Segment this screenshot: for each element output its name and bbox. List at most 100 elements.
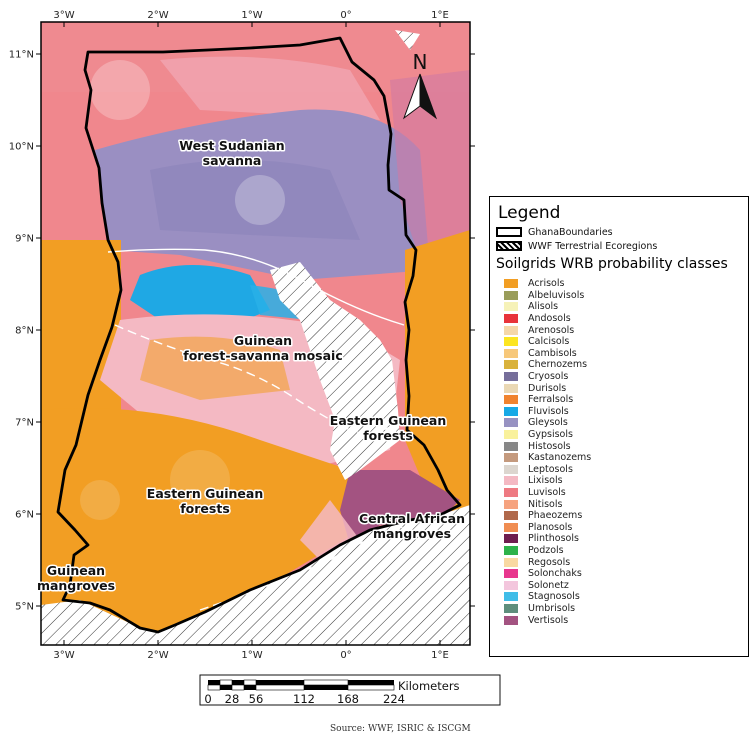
lon-label-bottom: 0° xyxy=(340,650,351,661)
legend-class-label: Plinthosols xyxy=(528,533,579,545)
ghana-boundary xyxy=(56,36,462,634)
lon-label-bottom: 1°W xyxy=(241,650,262,661)
legend-class-alisols: Alisols xyxy=(504,301,748,313)
ecoregion-label: Eastern Guinean xyxy=(330,413,446,428)
legend-class-cryosols: Cryosols xyxy=(504,371,748,383)
legend-class-stagnosols: Stagnosols xyxy=(504,591,748,603)
map-frame xyxy=(40,21,471,646)
legend-class-arenosols: Arenosols xyxy=(504,324,748,336)
legend-swatch xyxy=(504,279,518,289)
legend-class-label: Stagnosols xyxy=(528,591,580,603)
ecoregion-label: Eastern Guinean xyxy=(147,486,263,501)
legend-class-leptosols: Leptosols xyxy=(504,464,748,476)
legend-swatch xyxy=(504,302,518,312)
legend-swatch xyxy=(504,476,518,486)
scale-bar: Kilometers 0 28 56 112 168 224 xyxy=(199,674,501,706)
legend-class-gleysols: Gleysols xyxy=(504,417,748,429)
lat-label: 8°N xyxy=(15,326,34,337)
longitude-ticks: 3°W 3°W 2°W 2°W 1°W 1°W 0° 0° 1°E 1°E xyxy=(53,10,448,661)
legend-title: Legend xyxy=(498,203,561,223)
legend-swatch xyxy=(504,534,518,544)
ecoregion-labels: West SudaniansavannaGuineanforest-savann… xyxy=(35,137,466,595)
ecoregions-label: WWF Terrestrial Ecoregions xyxy=(528,240,658,252)
ecoregion-boundary-north xyxy=(107,248,405,326)
legend-class-acrisols: Acrisols xyxy=(504,278,748,290)
legend-class-regosols: Regosols xyxy=(504,556,748,568)
scale-tick-label: 28 xyxy=(225,692,240,706)
legend-class-label: Phaeozems xyxy=(528,510,583,522)
legend-swatch xyxy=(504,383,518,393)
legend-swatch xyxy=(504,487,518,497)
legend-class-durisols: Durisols xyxy=(504,382,748,394)
legend-swatch xyxy=(504,406,518,416)
legend-class-label: Albeluvisols xyxy=(528,289,585,301)
legend-swatch xyxy=(504,592,518,602)
legend-class-nitisols: Nitisols xyxy=(504,498,748,510)
lon-label-top: 1°W xyxy=(241,10,262,21)
scale-tick-label: 0 xyxy=(204,692,211,706)
legend-class-umbrisols: Umbrisols xyxy=(504,603,748,615)
legend-swatch xyxy=(504,430,518,440)
legend-class-label: Planosols xyxy=(528,521,573,533)
legend-class-histosols: Histosols xyxy=(504,440,748,452)
scale-tick-label: 56 xyxy=(249,692,264,706)
legend-class-label: Cambisols xyxy=(528,347,577,359)
legend-class-label: Gleysols xyxy=(528,417,568,429)
legend-class-label: Chernozems xyxy=(528,359,588,371)
legend-class-phaeozems: Phaeozems xyxy=(504,510,748,522)
legend-class-ferralsols: Ferralsols xyxy=(504,394,748,406)
boundaries-label: GhanaBoundaries xyxy=(528,226,613,238)
legend-class-fluvisols: Fluvisols xyxy=(504,406,748,418)
north-arrow: N xyxy=(402,50,438,120)
legend-class-label: Alisols xyxy=(528,301,559,313)
latitude-ticks: 11°N 10°N 9°N 8°N 7°N 6°N 5°N xyxy=(9,50,475,613)
ecoregion-label: West Sudanian xyxy=(179,138,284,153)
legend-swatch xyxy=(504,603,518,613)
lon-label-bottom: 2°W xyxy=(147,650,168,661)
lat-label: 10°N xyxy=(9,142,34,153)
legend-class-label: Cryosols xyxy=(528,371,569,383)
ecoregion-label: mangroves xyxy=(373,526,451,541)
legend-class-solonetz: Solonetz xyxy=(504,579,748,591)
legend-swatch xyxy=(504,615,518,625)
legend-class-cambisols: Cambisols xyxy=(504,348,748,360)
legend-class-label: Luvisols xyxy=(528,486,566,498)
legend-class-label: Nitisols xyxy=(528,498,563,510)
legend-swatch xyxy=(504,522,518,532)
legend-swatch xyxy=(504,569,518,579)
north-arrow-label: N xyxy=(413,50,428,74)
legend-class-lixisols: Lixisols xyxy=(504,475,748,487)
legend-class-solonchaks: Solonchaks xyxy=(504,568,748,580)
legend-swatch xyxy=(504,441,518,451)
legend-class-albeluvisols: Albeluvisols xyxy=(504,290,748,302)
scale-unit: Kilometers xyxy=(398,679,460,693)
ecoregion-label: mangroves xyxy=(37,578,115,593)
legend-class-label: Acrisols xyxy=(528,278,565,290)
soil-classes-title: Soilgrids WRB probability classes xyxy=(496,256,728,272)
lat-label: 9°N xyxy=(15,234,34,245)
legend-class-luvisols: Luvisols xyxy=(504,487,748,499)
legend-swatch xyxy=(504,348,518,358)
legend-swatch xyxy=(504,499,518,509)
ecoregion-label: Central African xyxy=(359,511,465,526)
legend-swatch xyxy=(504,395,518,405)
legend-swatch xyxy=(504,314,518,324)
legend-swatch xyxy=(504,511,518,521)
ecoregion-boundary-south xyxy=(114,324,401,434)
legend-swatch xyxy=(504,418,518,428)
scale-tick-label: 224 xyxy=(383,692,405,706)
legend-class-label: Gypsisols xyxy=(528,429,573,441)
legend-swatch xyxy=(504,464,518,474)
legend-class-label: Podzols xyxy=(528,544,564,556)
legend-class-label: Kastanozems xyxy=(528,452,592,464)
legend-swatch xyxy=(504,337,518,347)
legend-swatch xyxy=(504,453,518,463)
lat-label: 7°N xyxy=(15,418,34,429)
legend-class-label: Vertisols xyxy=(528,614,569,626)
legend-swatch xyxy=(504,325,518,335)
lon-label-top: 3°W xyxy=(53,10,74,21)
legend-class-label: Regosols xyxy=(528,556,571,568)
lat-label: 6°N xyxy=(15,510,34,521)
legend-class-podzols: Podzols xyxy=(504,545,748,557)
legend-class-label: Umbrisols xyxy=(528,602,576,614)
